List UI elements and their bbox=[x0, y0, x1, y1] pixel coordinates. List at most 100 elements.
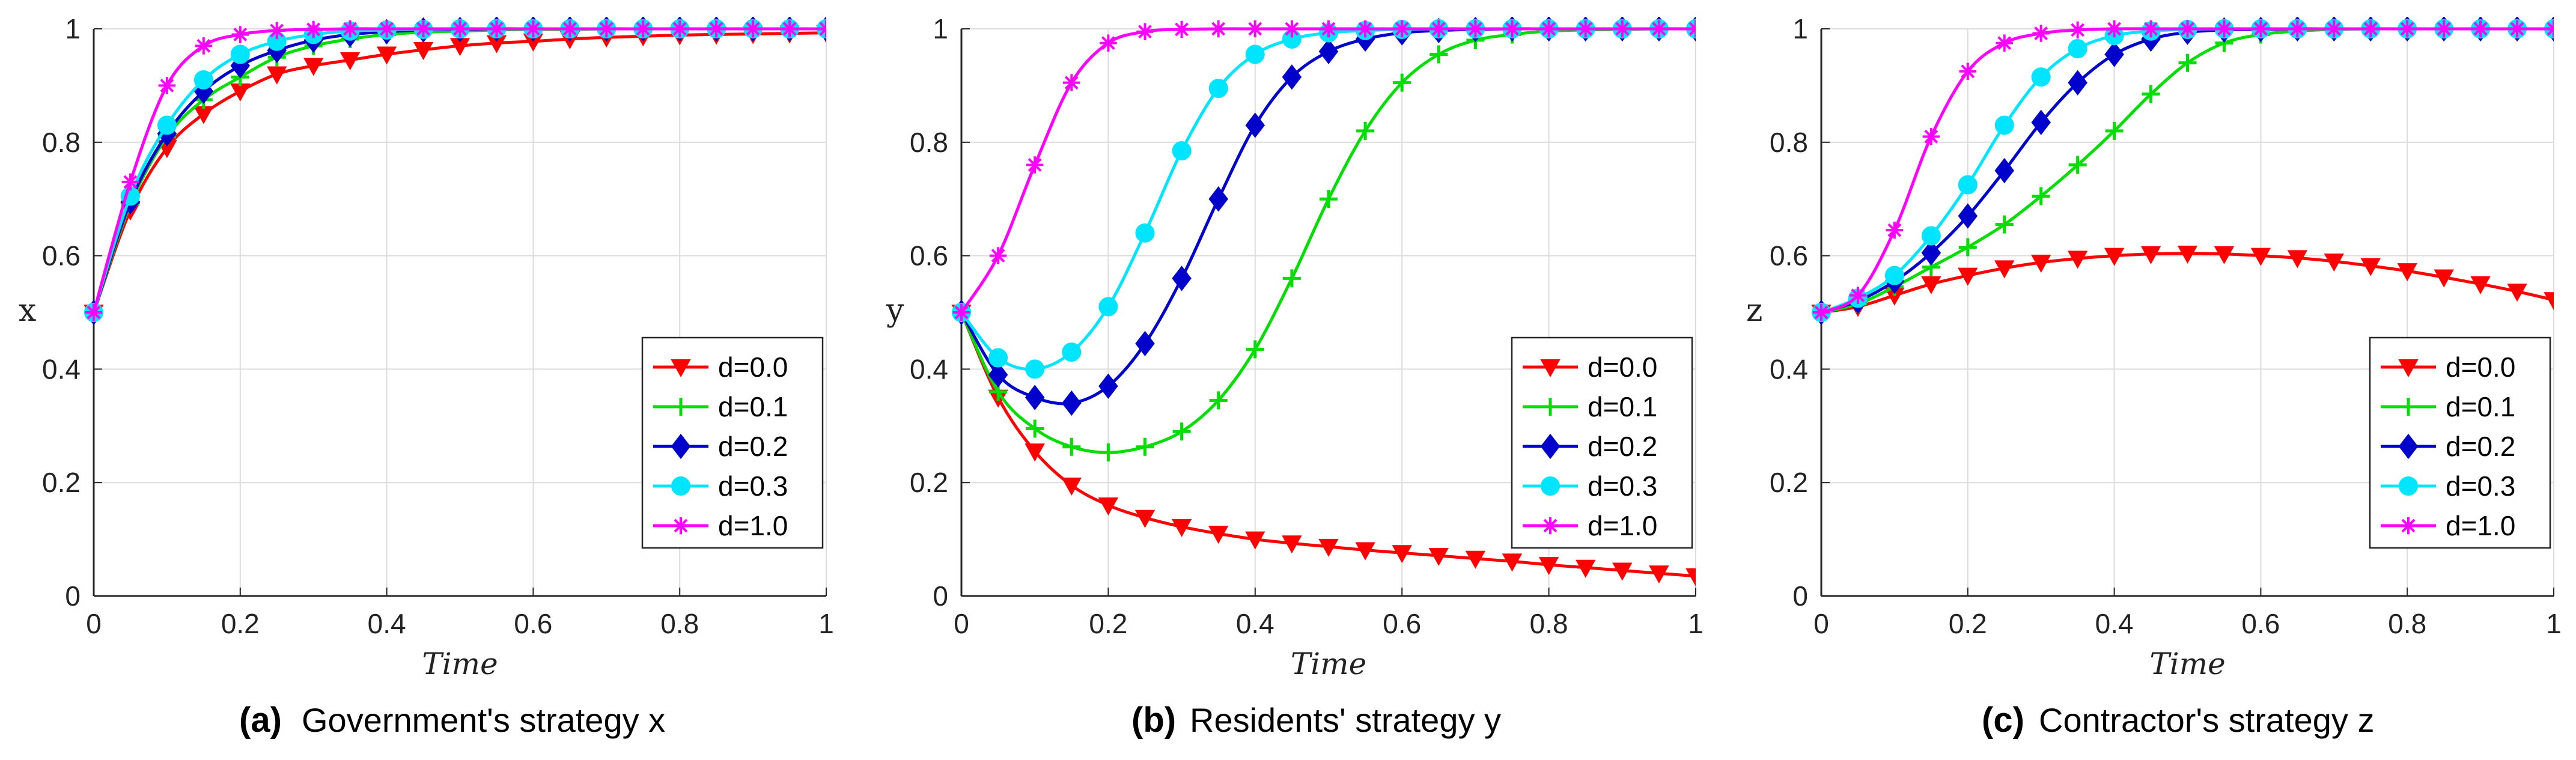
data-point-d=0.0 bbox=[1171, 518, 1192, 537]
data-point-d=0.0 bbox=[1649, 565, 1669, 584]
data-point-d=0.2 bbox=[1994, 157, 2015, 184]
legend-marker bbox=[672, 517, 690, 535]
legend-item-d=0.2: d=0.2 bbox=[1523, 431, 1657, 462]
data-point-d=0.0 bbox=[1994, 260, 2015, 279]
data-point-d=0.3 bbox=[1025, 359, 1045, 379]
data-point-d=0.1 bbox=[1136, 437, 1154, 456]
data-point-d=1.0 bbox=[195, 37, 213, 55]
y-tick-label: 0.4 bbox=[910, 353, 948, 385]
data-point-d=0.2 bbox=[1025, 385, 1045, 410]
data-point-d=1.0 bbox=[2252, 20, 2270, 38]
legend-label: d=0.3 bbox=[1588, 470, 1657, 502]
legend-item-d=0.2: d=0.2 bbox=[2381, 431, 2515, 462]
chart-panel-3: 0 0.2 0.4 0.6 0.8 100.20.40.60.81Timezd=0.0d=… bbox=[1746, 13, 2562, 740]
y-tick-label: 0.8 bbox=[42, 127, 81, 158]
data-point-d=1.0 bbox=[1467, 20, 1484, 38]
data-point-d=0.2 bbox=[1098, 373, 1118, 399]
y-axis-label: x bbox=[19, 293, 36, 329]
data-point-d=1.0 bbox=[1959, 62, 1977, 81]
caption-text: Residents' strategy y bbox=[1190, 701, 1501, 739]
data-point-d=1.0 bbox=[781, 20, 799, 38]
x-tick-label: 1 bbox=[818, 608, 834, 639]
x-tick-label: 0.4 bbox=[2095, 608, 2134, 639]
x-tick-label: 1 bbox=[1688, 608, 1704, 639]
data-point-d=0.3 bbox=[988, 348, 1008, 368]
data-point-d=0.0 bbox=[1208, 526, 1229, 544]
x-tick-label: 0.2 bbox=[1089, 608, 1127, 639]
data-point-d=0.0 bbox=[1098, 497, 1119, 516]
data-point-d=0.0 bbox=[2360, 258, 2381, 276]
data-point-d=0.1 bbox=[1356, 121, 1375, 140]
caption-letter: (b) bbox=[1131, 701, 1176, 740]
y-tick-label: 0.6 bbox=[910, 240, 948, 272]
series-d=1.0 bbox=[1812, 20, 2554, 321]
data-point-d=1.0 bbox=[989, 247, 1007, 264]
data-point-d=1.0 bbox=[1393, 20, 1411, 38]
data-point-d=0.2 bbox=[1135, 330, 1155, 357]
data-point-d=1.0 bbox=[1320, 20, 1338, 38]
data-point-d=1.0 bbox=[1136, 23, 1154, 40]
data-point-d=0.0 bbox=[376, 46, 397, 65]
y-tick-label: 0.6 bbox=[1770, 240, 1808, 272]
data-point-d=1.0 bbox=[1577, 20, 1594, 38]
data-point-d=0.3 bbox=[1884, 266, 1904, 285]
data-point-d=1.0 bbox=[1812, 303, 1830, 321]
x-tick-label: 0.8 bbox=[2388, 608, 2426, 639]
data-point-d=0.0 bbox=[1612, 562, 1633, 581]
x-tick-label: 0.6 bbox=[514, 608, 552, 639]
caption-letter: (c) bbox=[1982, 701, 2024, 740]
y-tick-label: 1 bbox=[1792, 13, 1808, 44]
data-point-d=0.0 bbox=[2140, 246, 2161, 264]
legend-marker bbox=[2398, 359, 2419, 378]
data-point-d=1.0 bbox=[2325, 20, 2343, 38]
x-tick-label: 0.6 bbox=[2241, 608, 2280, 639]
legend-item-d=0.0: d=0.0 bbox=[653, 351, 788, 383]
x-tick-label: 0.2 bbox=[221, 608, 260, 639]
legend-item-d=1.0: d=1.0 bbox=[653, 510, 788, 541]
chart-panel-2: 0 0.2 0.4 0.6 0.8 100.20.40.60.81Timeyd=0.0d=… bbox=[886, 13, 1704, 740]
data-point-d=0.0 bbox=[2031, 254, 2051, 273]
data-point-d=0.1 bbox=[2178, 53, 2197, 72]
data-point-d=0.3 bbox=[1062, 342, 1082, 362]
data-point-d=0.2 bbox=[1958, 203, 1978, 229]
data-point-d=0.0 bbox=[2067, 251, 2088, 269]
caption-text: Government's strategy x bbox=[302, 701, 665, 739]
y-tick-label: 0 bbox=[933, 580, 948, 612]
y-tick-label: 0.4 bbox=[1770, 353, 1808, 385]
data-point-d=1.0 bbox=[2545, 20, 2554, 38]
data-point-d=0.2 bbox=[1921, 240, 1941, 266]
legend-item-d=0.3: d=0.3 bbox=[653, 470, 788, 502]
x-tick-label: 0 bbox=[86, 608, 102, 639]
data-point-d=1.0 bbox=[1173, 20, 1190, 38]
x-axis-label: Time bbox=[1291, 646, 1366, 681]
x-tick-label: 0.8 bbox=[1530, 608, 1568, 639]
data-point-d=1.0 bbox=[1996, 34, 2013, 52]
data-point-d=0.0 bbox=[1958, 267, 1978, 286]
legend-item-d=1.0: d=1.0 bbox=[1523, 510, 1657, 541]
series-line-d=0.0 bbox=[960, 312, 1696, 578]
series-d=1.0 bbox=[952, 20, 1696, 321]
data-point-d=0.3 bbox=[1245, 44, 1265, 64]
data-point-d=0.1 bbox=[1958, 238, 1977, 257]
legend-marker bbox=[671, 476, 690, 496]
legend-item-d=0.2: d=0.2 bbox=[653, 431, 788, 462]
data-point-d=1.0 bbox=[341, 20, 359, 38]
data-point-d=1.0 bbox=[2215, 20, 2233, 38]
legend-label: d=0.0 bbox=[718, 351, 788, 383]
y-tick-label: 0.4 bbox=[42, 353, 81, 385]
data-point-d=1.0 bbox=[158, 77, 176, 94]
data-point-d=1.0 bbox=[525, 20, 542, 38]
data-point-d=0.0 bbox=[2104, 248, 2125, 266]
legend-label: d=0.3 bbox=[718, 470, 788, 502]
legend-item-d=0.0: d=0.0 bbox=[2381, 351, 2515, 383]
legend-marker bbox=[1540, 359, 1561, 378]
data-point-d=0.2 bbox=[2031, 109, 2051, 135]
data-point-d=1.0 bbox=[635, 20, 652, 38]
data-point-d=0.3 bbox=[1135, 223, 1155, 243]
data-point-d=1.0 bbox=[1100, 34, 1117, 52]
legend-marker bbox=[672, 398, 690, 416]
data-point-d=0.0 bbox=[2544, 292, 2554, 311]
x-tick-label: 0.6 bbox=[1383, 608, 1421, 639]
data-point-d=0.0 bbox=[1538, 557, 1559, 576]
